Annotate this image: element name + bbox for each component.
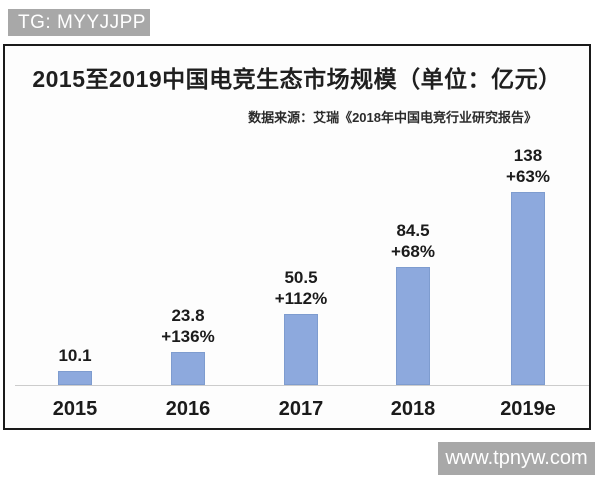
bar-value-label-2019e: 138 +63% [506, 146, 550, 186]
bar-value-label-2016: 23.8 +136% [161, 306, 215, 346]
bar-2018 [396, 267, 430, 385]
x-axis-label-2017: 2017 [278, 398, 324, 420]
bar-value-label-2017: 50.5 +112% [274, 268, 328, 308]
x-axis-line [15, 385, 589, 386]
x-axis-label-2015: 2015 [52, 398, 98, 420]
bar-group-2016: 23.8 +136% [128, 305, 248, 385]
chart-frame: 2015至2019中国电竞生态市场规模（单位：亿元） 数据来源：艾瑞《2018年… [3, 44, 591, 430]
bar-value-label-2015: 10.1 [58, 346, 92, 365]
bar-value-label-2018: 84.5 +68% [391, 221, 435, 261]
bar-2019e [511, 192, 545, 385]
plot-area: 10.1 2015 23.8 +136% 2016 50.5 +112% 2017 84.5 +6… [5, 46, 593, 432]
bar-2016 [171, 352, 205, 385]
x-axis-label-2016: 2016 [165, 398, 211, 420]
tg-watermark-badge: TG: MYYJJPP [8, 9, 150, 36]
bar-2015 [58, 371, 92, 385]
x-axis-label-2018: 2018 [390, 398, 436, 420]
bar-group-2018: 84.5 +68% [353, 220, 473, 385]
site-watermark-badge: www.tpnyw.com [438, 442, 595, 475]
chart-title: 2015至2019中国电竞生态市场规模（单位：亿元） [32, 66, 562, 92]
bar-2017 [284, 314, 318, 385]
x-axis-label-2019e: 2019e [500, 398, 556, 420]
bar-group-2015: 10.1 [15, 345, 135, 385]
bar-group-2019e: 138 +63% [468, 145, 588, 385]
chart-source-note: 数据来源：艾瑞《2018年中国电竞行业研究报告》 [248, 110, 537, 125]
bar-group-2017: 50.5 +112% [241, 267, 361, 385]
